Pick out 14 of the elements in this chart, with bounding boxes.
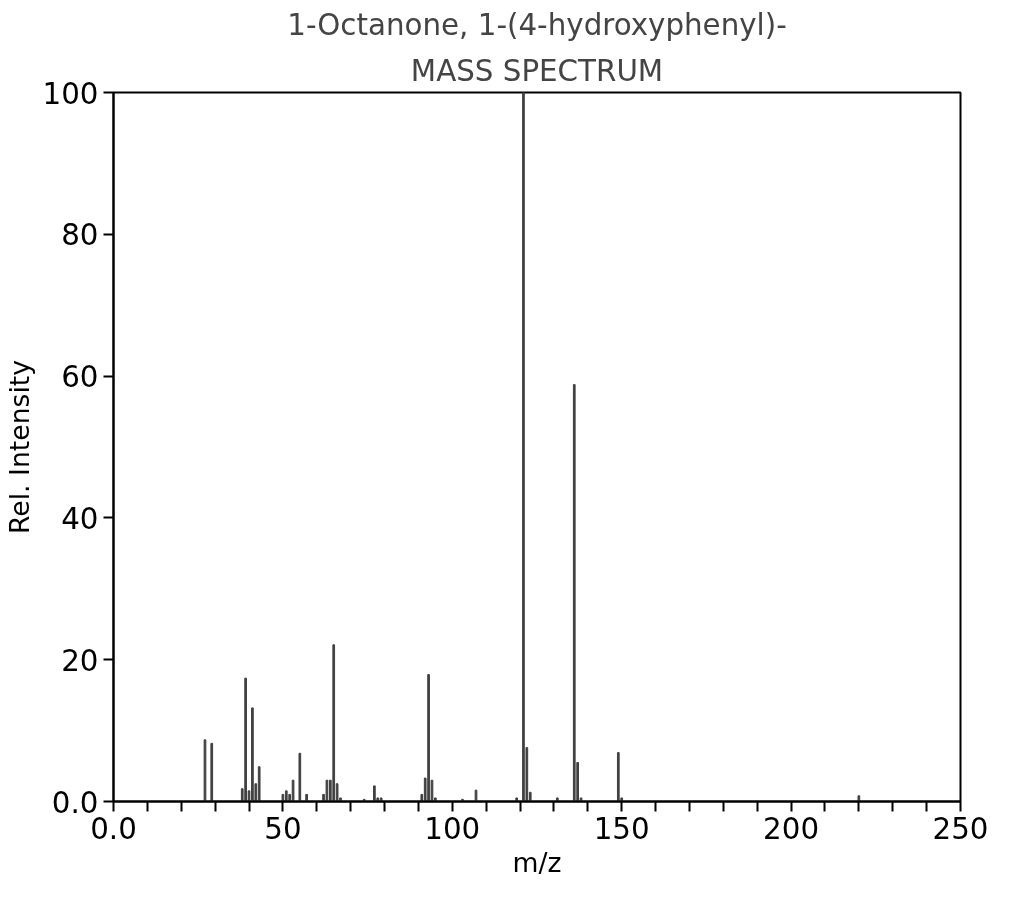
x-tick-label: 100 — [424, 811, 481, 846]
y-tick-label: 40 — [61, 501, 99, 536]
chart-subtitle: MASS SPECTRUM — [410, 53, 664, 88]
x-tick-label: 150 — [593, 811, 650, 846]
x-axis-title: m/z — [512, 846, 562, 878]
y-axis-title: Rel. Intensity — [3, 359, 35, 535]
chart-title: 1-Octanone, 1-(4-hydroxyphenyl)- — [287, 7, 787, 42]
x-tick-label: 200 — [763, 811, 820, 846]
y-tick-label: 20 — [61, 643, 99, 678]
x-tick-label: 250 — [932, 811, 989, 846]
y-tick-label: 80 — [61, 218, 99, 253]
x-tick-label: 50 — [264, 811, 302, 846]
y-tick-label: 60 — [61, 360, 99, 395]
y-tick-label: 100 — [42, 76, 99, 111]
